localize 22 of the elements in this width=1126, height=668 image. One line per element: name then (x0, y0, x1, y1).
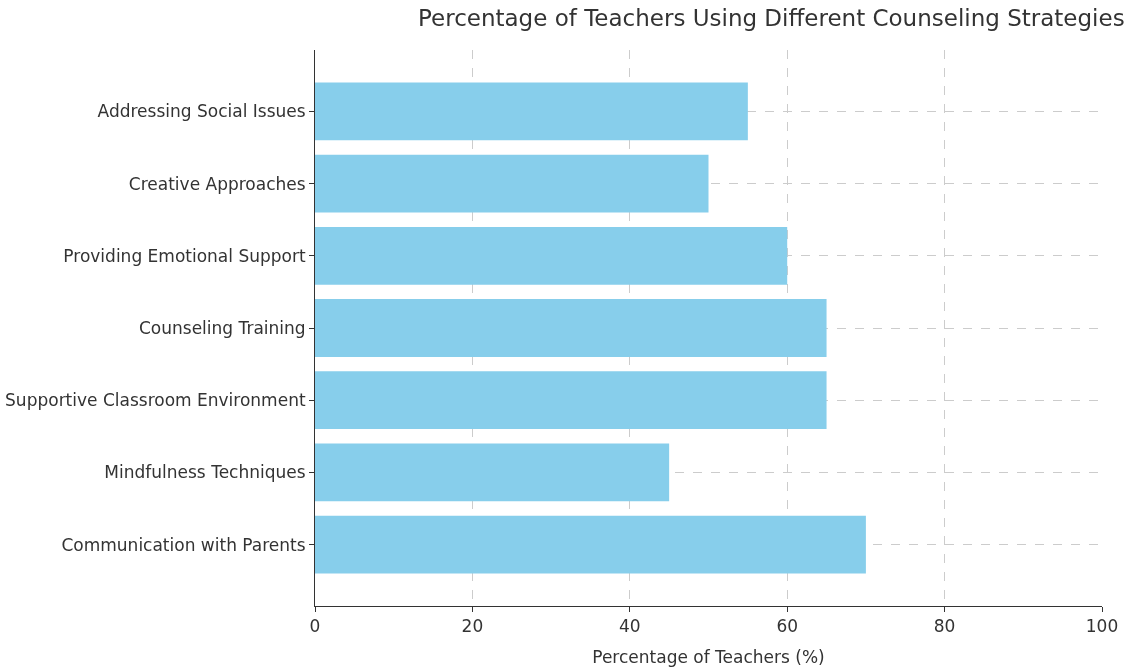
x-tick-label: 40 (618, 616, 641, 637)
x-tick-label: 80 (933, 616, 956, 637)
y-tick-label: Communication with Parents (61, 534, 306, 555)
x-tick-label: 60 (776, 616, 799, 637)
bar (315, 371, 827, 430)
y-tick-label: Providing Emotional Support (63, 245, 306, 266)
bar (315, 226, 788, 285)
bar (315, 515, 866, 574)
x-tick-label: 20 (461, 616, 484, 637)
x-tick-label: 100 (1085, 616, 1119, 637)
y-tick-label: Supportive Classroom Environment (5, 390, 306, 411)
y-tick-label: Addressing Social Issues (97, 101, 306, 122)
y-tick-label: Creative Approaches (128, 173, 306, 194)
chart-title: Percentage of Teachers Using Different Counseling Strategies (417, 5, 1125, 32)
x-axis-title: Percentage of Teachers (%) (592, 646, 825, 667)
y-tick-label: Mindfulness Techniques (104, 462, 306, 483)
bar (315, 82, 748, 141)
bar (315, 154, 709, 213)
bar (315, 299, 827, 357)
x-tick-label: 0 (309, 616, 321, 637)
bar (315, 443, 670, 502)
y-tick-label: Counseling Training (138, 317, 306, 338)
